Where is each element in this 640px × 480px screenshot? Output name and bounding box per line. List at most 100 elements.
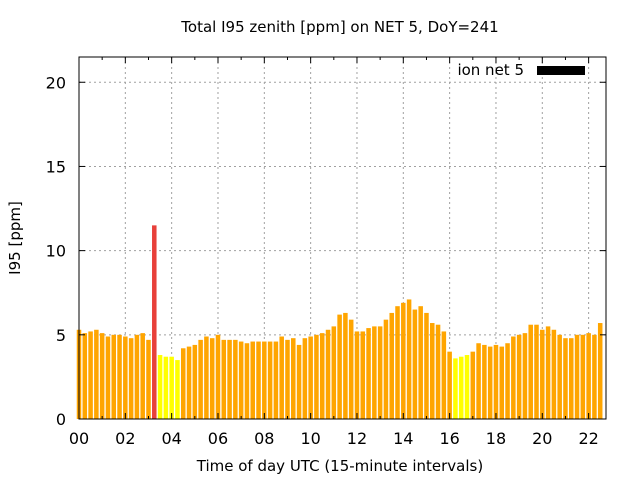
bar <box>331 326 337 419</box>
bar <box>140 333 145 419</box>
bar <box>383 319 389 419</box>
x-tick-label: 18 <box>486 429 506 448</box>
bar <box>522 333 528 419</box>
bar <box>256 341 261 419</box>
bar <box>163 356 169 419</box>
bar <box>221 339 227 419</box>
bar <box>296 344 302 419</box>
bar <box>574 334 580 419</box>
bar <box>534 324 539 419</box>
bar <box>568 338 574 419</box>
bar <box>325 329 331 419</box>
bar <box>580 334 586 419</box>
bar <box>314 334 319 419</box>
bar <box>366 328 371 419</box>
bar <box>406 299 412 419</box>
y-axis-label: I95 [ppm] <box>6 201 24 275</box>
bar <box>146 339 151 419</box>
bar <box>516 334 522 419</box>
legend-swatch <box>537 66 585 75</box>
bar <box>291 338 296 419</box>
bars <box>76 225 603 419</box>
bar <box>430 323 435 419</box>
bar <box>152 225 157 419</box>
bar <box>389 312 394 419</box>
bar <box>545 326 551 419</box>
ticks <box>78 57 606 420</box>
bar <box>233 339 238 419</box>
bar <box>360 331 366 419</box>
bar <box>308 336 313 419</box>
bar <box>250 341 255 419</box>
x-tick-label: 10 <box>300 429 320 448</box>
bar <box>343 312 348 419</box>
x-axis-label: Time of day UTC (15-minute intervals) <box>196 457 483 475</box>
bar <box>528 324 533 419</box>
bar <box>99 333 105 419</box>
bar <box>476 343 481 419</box>
bar <box>302 338 308 419</box>
bar <box>412 309 418 419</box>
bar <box>238 341 244 419</box>
bar <box>279 336 284 419</box>
y-tick-label: 20 <box>46 73 66 92</box>
bar <box>285 339 290 419</box>
bar <box>453 358 458 419</box>
y-tick-label: 0 <box>56 410 66 429</box>
bar <box>447 351 452 419</box>
x-tick-label: 08 <box>254 429 274 448</box>
x-tick-label: 22 <box>578 429 598 448</box>
bar <box>354 331 360 419</box>
x-tick-label: 14 <box>393 429 413 448</box>
bar <box>337 314 342 419</box>
bar <box>551 329 557 419</box>
bar <box>372 326 377 419</box>
bar <box>458 356 464 419</box>
x-tick-label: 20 <box>532 429 552 448</box>
bar <box>209 338 215 419</box>
bar <box>563 338 568 419</box>
x-tick-label: 02 <box>115 429 135 448</box>
bar <box>586 333 591 419</box>
bar <box>267 341 273 419</box>
legend: ion net 5 <box>457 61 585 79</box>
bar <box>511 336 516 419</box>
y-tick-label: 5 <box>56 326 66 345</box>
bar <box>244 343 250 419</box>
tick-labels: 00 02 04 06 08 10 12 14 16 18 20 22 0 5 10 15 20 <box>46 73 599 448</box>
bar <box>94 329 99 419</box>
bar <box>134 334 140 419</box>
bar <box>418 306 423 419</box>
bar <box>395 306 400 419</box>
bar <box>493 344 499 419</box>
bar <box>117 334 122 419</box>
bar <box>128 338 134 419</box>
x-tick-label: 16 <box>439 429 459 448</box>
x-tick-label: 04 <box>161 429 181 448</box>
bar <box>597 323 603 419</box>
bar <box>180 348 186 419</box>
x-tick-label: 00 <box>69 429 89 448</box>
bar <box>198 339 203 419</box>
plot-frame <box>78 56 607 420</box>
bar <box>441 331 447 419</box>
bar <box>204 336 209 419</box>
y-tick-label: 10 <box>46 242 66 261</box>
bar <box>487 346 493 419</box>
x-tick-label: 12 <box>347 429 367 448</box>
bar <box>227 339 232 419</box>
bar <box>192 344 198 419</box>
bar <box>557 334 562 419</box>
bar <box>186 346 192 419</box>
bar <box>215 334 221 419</box>
bar <box>123 336 128 419</box>
bar <box>540 329 545 419</box>
bar <box>157 355 163 419</box>
bar <box>82 333 88 419</box>
bar <box>319 333 325 419</box>
bar <box>273 341 279 419</box>
bar <box>111 334 117 419</box>
bar <box>470 351 476 419</box>
bar <box>105 336 111 419</box>
bar <box>169 356 174 419</box>
